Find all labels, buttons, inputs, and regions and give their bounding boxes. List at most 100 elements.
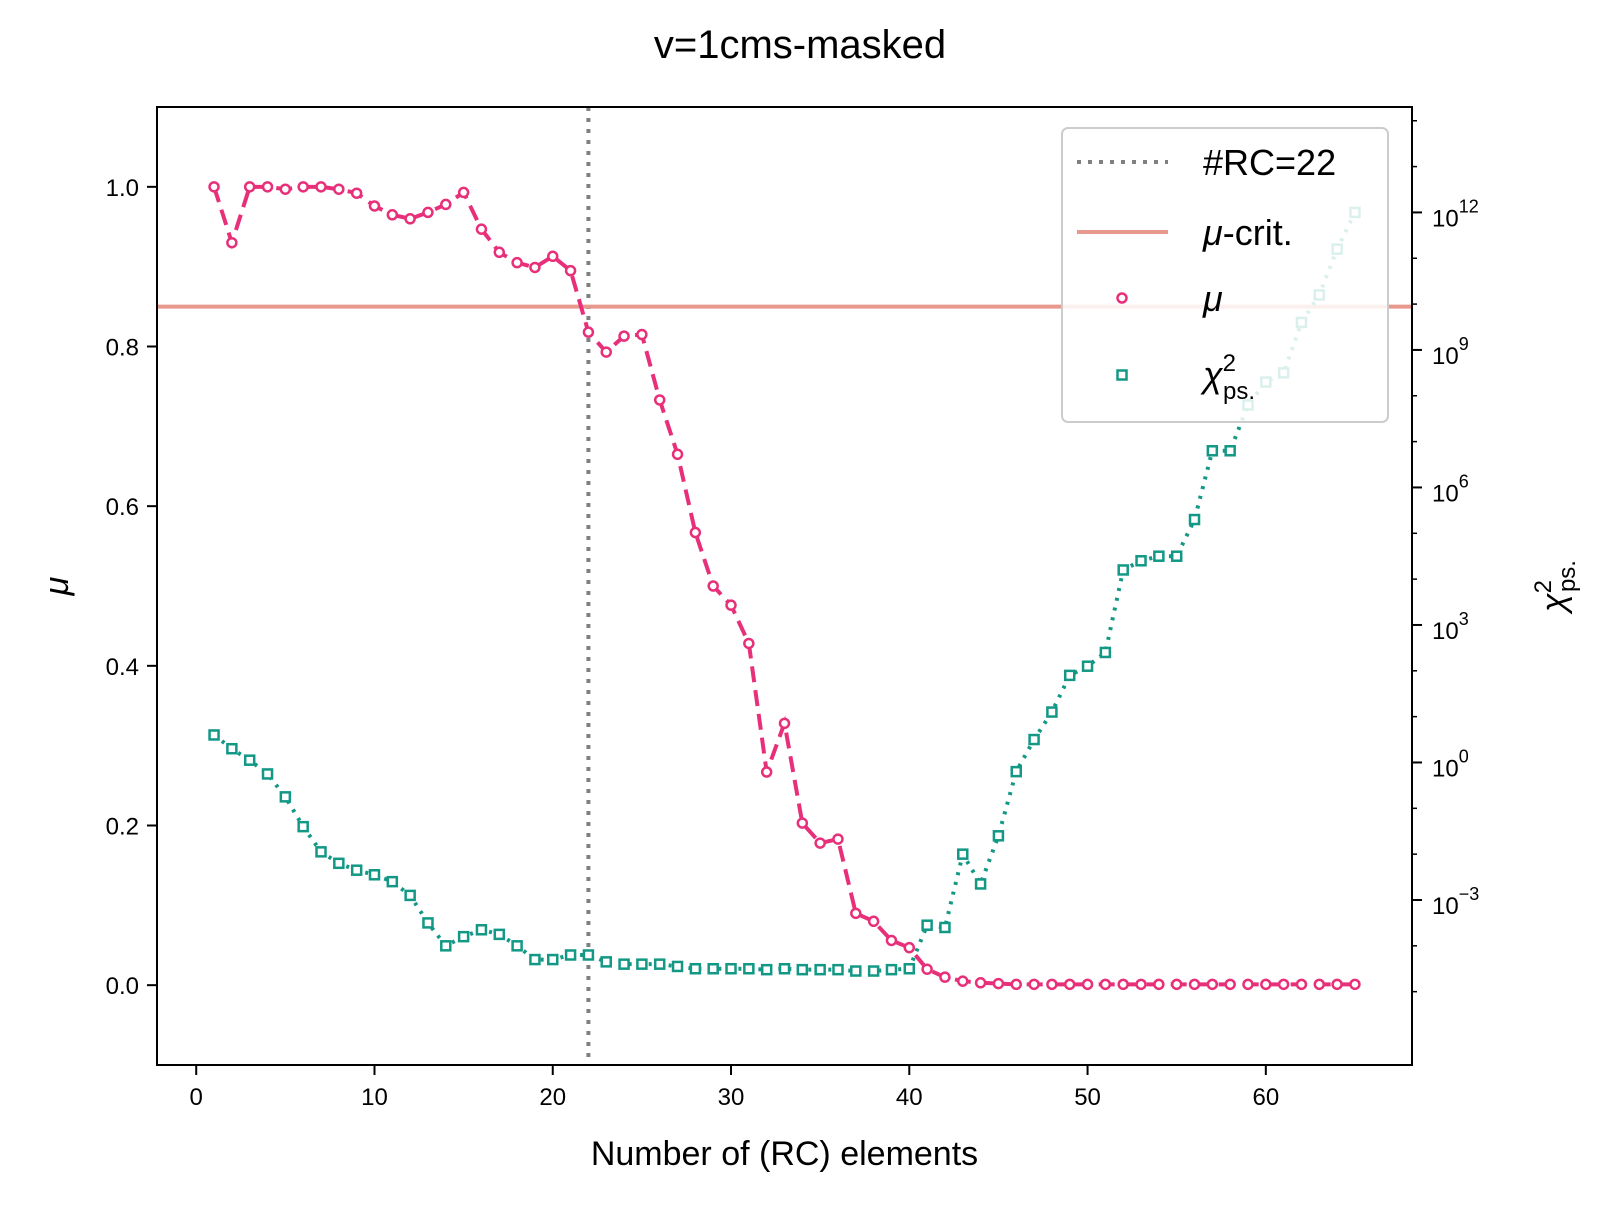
mu-point-33 <box>778 717 791 730</box>
chi2-point-52 <box>1117 564 1129 576</box>
chi2-point-47 <box>1028 733 1040 746</box>
chi2-point-40 <box>903 962 916 975</box>
x-tick-label-20: 20 <box>539 1084 566 1111</box>
chi2-point-28 <box>689 962 702 975</box>
chi2-point-23 <box>600 956 612 968</box>
mu-point-34 <box>796 817 809 829</box>
y-tick-label-0.6: 0.6 <box>106 494 139 521</box>
y-tick-label-0.8: 0.8 <box>106 335 139 362</box>
mu-point-45 <box>992 977 1005 990</box>
x-tick-label-0: 0 <box>190 1084 203 1111</box>
legend-swatch-mu <box>1116 292 1128 304</box>
y2-tick-exp: 6 <box>1459 471 1469 491</box>
chi2-point-39 <box>885 963 898 976</box>
x-tick-label-10: 10 <box>361 1084 388 1111</box>
mu-point-6 <box>297 181 309 193</box>
chi2-point-54 <box>1153 550 1165 562</box>
legend: #RC=22μ-crit.μχ2 ps. <box>1061 127 1389 423</box>
chi2-point-17 <box>493 928 506 941</box>
chi2-point-41 <box>921 919 933 931</box>
mu-point-30 <box>725 599 737 611</box>
chi2-point-20 <box>547 953 559 966</box>
chi2-point-58 <box>1224 445 1236 457</box>
y2-axis-title: χ2ps. <box>1530 560 1581 615</box>
chi2-point-25 <box>636 958 648 970</box>
legend-mu-crit-rest: -crit. <box>1223 212 1293 253</box>
y-axis-title: μ <box>38 576 76 596</box>
chi2-point-8 <box>333 857 345 870</box>
legend-chi-symbol: χ <box>1200 354 1224 395</box>
mu-point-49 <box>1063 978 1076 991</box>
mu-point-43 <box>957 975 969 987</box>
mu-point-56 <box>1188 978 1201 991</box>
mu-point-61 <box>1277 978 1290 991</box>
mu-point-47 <box>1028 978 1040 991</box>
mu-point-13 <box>422 206 434 219</box>
y2-tick-exp: 9 <box>1459 334 1469 354</box>
legend-chi-sub: ps. <box>1223 378 1255 405</box>
chi2-point-36 <box>832 963 844 976</box>
mu-point-28 <box>689 526 702 539</box>
y2-tick-base: 10 <box>1432 205 1459 232</box>
x-tick-label-60: 60 <box>1252 1084 1279 1111</box>
chi2-point-45 <box>992 830 1005 842</box>
mu-point-65 <box>1349 978 1361 991</box>
mu-point-3 <box>243 181 256 193</box>
mu-point-26 <box>653 394 666 406</box>
y2-tick-base: 10 <box>1432 893 1459 920</box>
legend-box <box>1061 127 1389 423</box>
plot-layer <box>157 107 1412 1065</box>
x-tick-label-50: 50 <box>1074 1084 1101 1111</box>
mu-point-4 <box>261 181 274 193</box>
legend-chi-sup: 2 <box>1223 350 1236 377</box>
y2-tick-label-9: 109 <box>1432 334 1469 370</box>
chart-title: v=1cms-masked <box>654 23 946 67</box>
y-tick-label-0.4: 0.4 <box>106 654 139 681</box>
mu-point-44 <box>974 977 987 989</box>
chi2-point-32 <box>760 963 773 976</box>
legend-label-mu: μ <box>1202 278 1223 319</box>
y2-title-sub: ps. <box>1554 560 1581 592</box>
chi2-point-34 <box>796 963 809 976</box>
chi2-point-4 <box>261 768 274 780</box>
chi2-point-51 <box>1099 646 1112 659</box>
chi2-point-11 <box>386 875 399 888</box>
mu-point-35 <box>814 837 826 849</box>
y2-tick-label-6: 106 <box>1432 471 1469 507</box>
mu-point-10 <box>368 200 381 212</box>
legend-label-chi2: χ2 ps. <box>1200 350 1255 405</box>
chi2-point-2 <box>226 742 238 755</box>
mu-point-37 <box>850 907 862 920</box>
chi2-point-9 <box>350 864 363 876</box>
mu-point-42 <box>939 971 951 983</box>
legend-swatch-chi2 <box>1116 369 1128 381</box>
legend-label-vline: #RC=22 <box>1203 142 1336 183</box>
chi2-point-29 <box>707 962 719 975</box>
y2-title-sup: 2 <box>1530 580 1557 593</box>
y2-tick-exp: 0 <box>1459 746 1469 766</box>
chi2-point-12 <box>404 889 416 902</box>
chi2-point-21 <box>564 949 577 961</box>
mu-point-21 <box>564 264 577 277</box>
chi2-point-22 <box>582 949 595 961</box>
mu-point-38 <box>867 915 880 928</box>
chi2-point-53 <box>1135 555 1147 567</box>
mu-point-12 <box>404 213 416 225</box>
mu-point-50 <box>1081 978 1094 991</box>
mu-point-39 <box>885 934 898 947</box>
chi2-point-6 <box>297 820 309 833</box>
mu-point-52 <box>1117 978 1129 991</box>
y-tick-label-0.2: 0.2 <box>106 814 139 841</box>
mu-point-15 <box>457 186 470 199</box>
mu-point-7 <box>315 181 327 193</box>
chi2-point-57 <box>1206 445 1219 457</box>
chi2-point-18 <box>511 940 523 952</box>
mu-point-29 <box>707 580 719 592</box>
chi2-point-55 <box>1170 550 1183 562</box>
legend-mu-crit-mu: μ <box>1202 212 1223 253</box>
mu-point-51 <box>1099 978 1112 991</box>
x-tick-label-30: 30 <box>718 1084 745 1111</box>
x-axis-title: Number of (RC) elements <box>591 1135 978 1173</box>
mu-point-24 <box>618 330 630 342</box>
